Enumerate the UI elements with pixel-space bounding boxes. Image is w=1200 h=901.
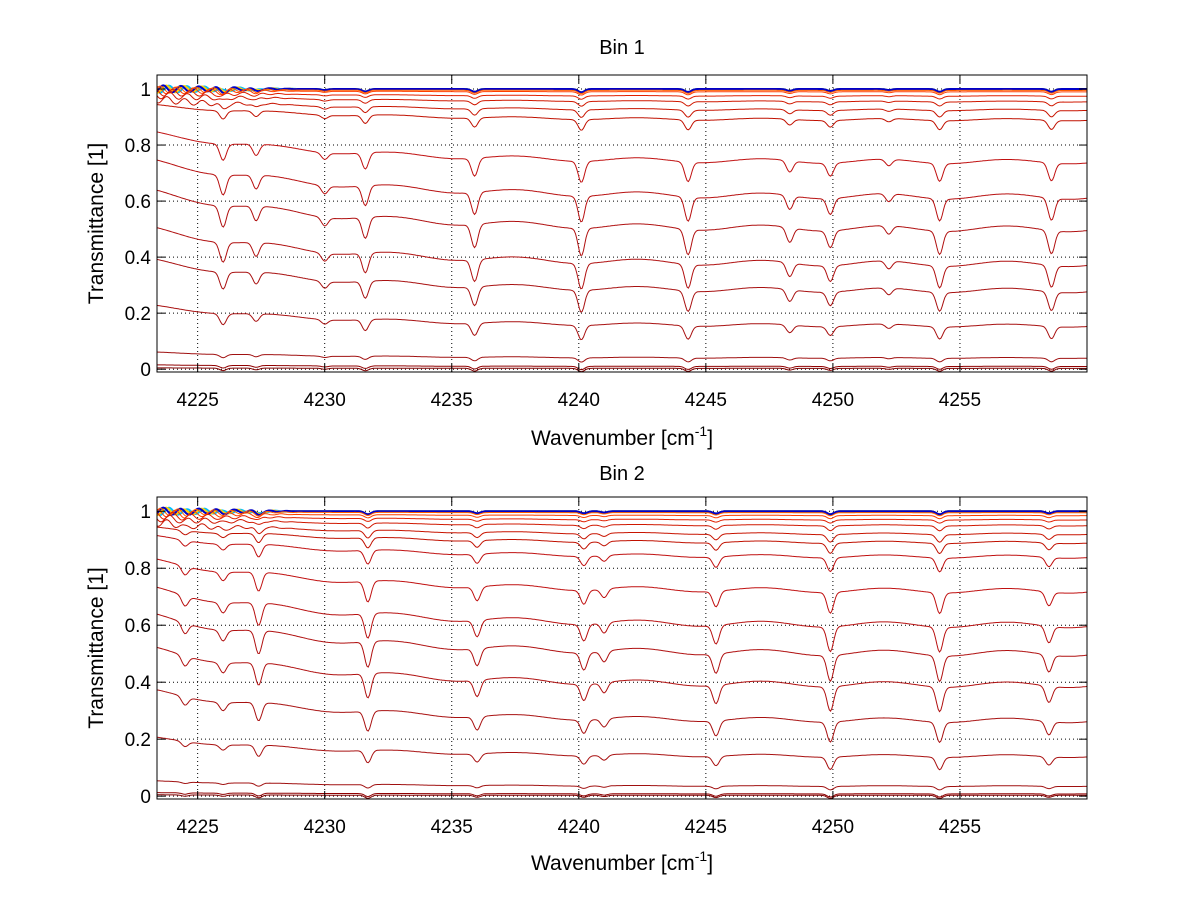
y-tick-label: 0.8 [125, 136, 151, 157]
x-tick-label: 4245 [685, 817, 727, 838]
y-tick-label: 1 [140, 80, 151, 101]
y-tick-label: 0.6 [125, 192, 151, 213]
y-tick-label: 0 [140, 787, 151, 808]
x-tick-label: 4240 [558, 390, 600, 411]
series-line-15 [157, 689, 1087, 744]
series-line-6 [157, 88, 1087, 100]
series-line-7 [157, 91, 1087, 107]
series-line-12 [157, 189, 1087, 257]
x-tick-label: 4240 [558, 817, 600, 838]
series-line-8 [157, 96, 1087, 118]
y-tick-label: 0.2 [125, 304, 151, 325]
y-tick-label: 0.2 [125, 730, 151, 751]
series-line-14 [157, 646, 1087, 713]
y-tick-label: 0.4 [125, 248, 152, 269]
series-group [157, 84, 1087, 372]
x-tick-label: 4235 [431, 817, 473, 838]
y-tick-label: 1 [140, 502, 151, 523]
x-tick-label: 4225 [177, 817, 219, 838]
series-line-11 [157, 159, 1087, 223]
series-line-5 [157, 86, 1087, 96]
series-line-6 [157, 511, 1087, 524]
plot-area [157, 75, 1087, 372]
series-line-14 [157, 258, 1087, 313]
series-line-4 [157, 85, 1087, 95]
series-line-13 [157, 227, 1087, 290]
x-tick-label: 4250 [812, 817, 854, 838]
y-axis-label: Transmittance [1] [85, 143, 108, 304]
y-tick-label: 0 [140, 360, 151, 381]
x-tick-label: 4255 [939, 390, 981, 411]
chart-title: Bin 2 [599, 463, 645, 485]
y-axis-label: Transmittance [1] [85, 567, 108, 728]
x-tick-label: 4225 [177, 390, 219, 411]
series-line-15 [157, 304, 1087, 341]
axes-frame [156, 74, 1088, 373]
series-line-9 [157, 104, 1087, 131]
subplot-1: 4225 4230 4235 4240 4245 4250 4255 0 0.2 0.4 0.6 0.… [85, 37, 1088, 450]
y-tick-label: 0.4 [125, 673, 152, 694]
series-line-16 [157, 351, 1087, 363]
subplot-2: 4225 4230 4235 4240 4245 4250 4255 0 0.2 0.4 0.6 0.… [85, 463, 1088, 875]
series-line-7 [157, 514, 1087, 532]
x-tick-label: 4250 [812, 390, 854, 411]
x-tick-label: 4255 [939, 817, 981, 838]
series-line-12 [157, 586, 1087, 653]
series-line-10 [157, 535, 1087, 573]
axes-frame [156, 496, 1088, 800]
y-tick-label: 0.8 [125, 559, 151, 580]
x-axis-label: Wavenumber [cm-1] [531, 423, 713, 450]
series-line-11 [157, 558, 1087, 615]
series-line-3 [157, 506, 1087, 516]
series-line-16 [157, 736, 1087, 771]
chart-title: Bin 1 [599, 37, 645, 59]
series-group [157, 506, 1087, 799]
series-line-19 [157, 794, 1087, 799]
series-line-18 [157, 792, 1087, 798]
plot-area [157, 497, 1087, 799]
series-line-10 [157, 131, 1087, 183]
x-tick-label: 4230 [304, 817, 346, 838]
series-line-3 [157, 84, 1087, 95]
x-tick-label: 4235 [431, 390, 473, 411]
series-line-18 [157, 367, 1087, 372]
series-line-9 [157, 526, 1087, 555]
series-line-4 [157, 507, 1087, 517]
series-line-8 [157, 519, 1087, 543]
x-tick-label: 4245 [685, 390, 727, 411]
series-line-5 [157, 509, 1087, 520]
x-tick-label: 4230 [304, 390, 346, 411]
x-axis-label: Wavenumber [cm-1] [531, 848, 713, 875]
series-line-17 [157, 780, 1087, 791]
y-tick-label: 0.6 [125, 616, 151, 637]
series-line-13 [157, 613, 1087, 683]
series-line-17 [157, 364, 1087, 371]
